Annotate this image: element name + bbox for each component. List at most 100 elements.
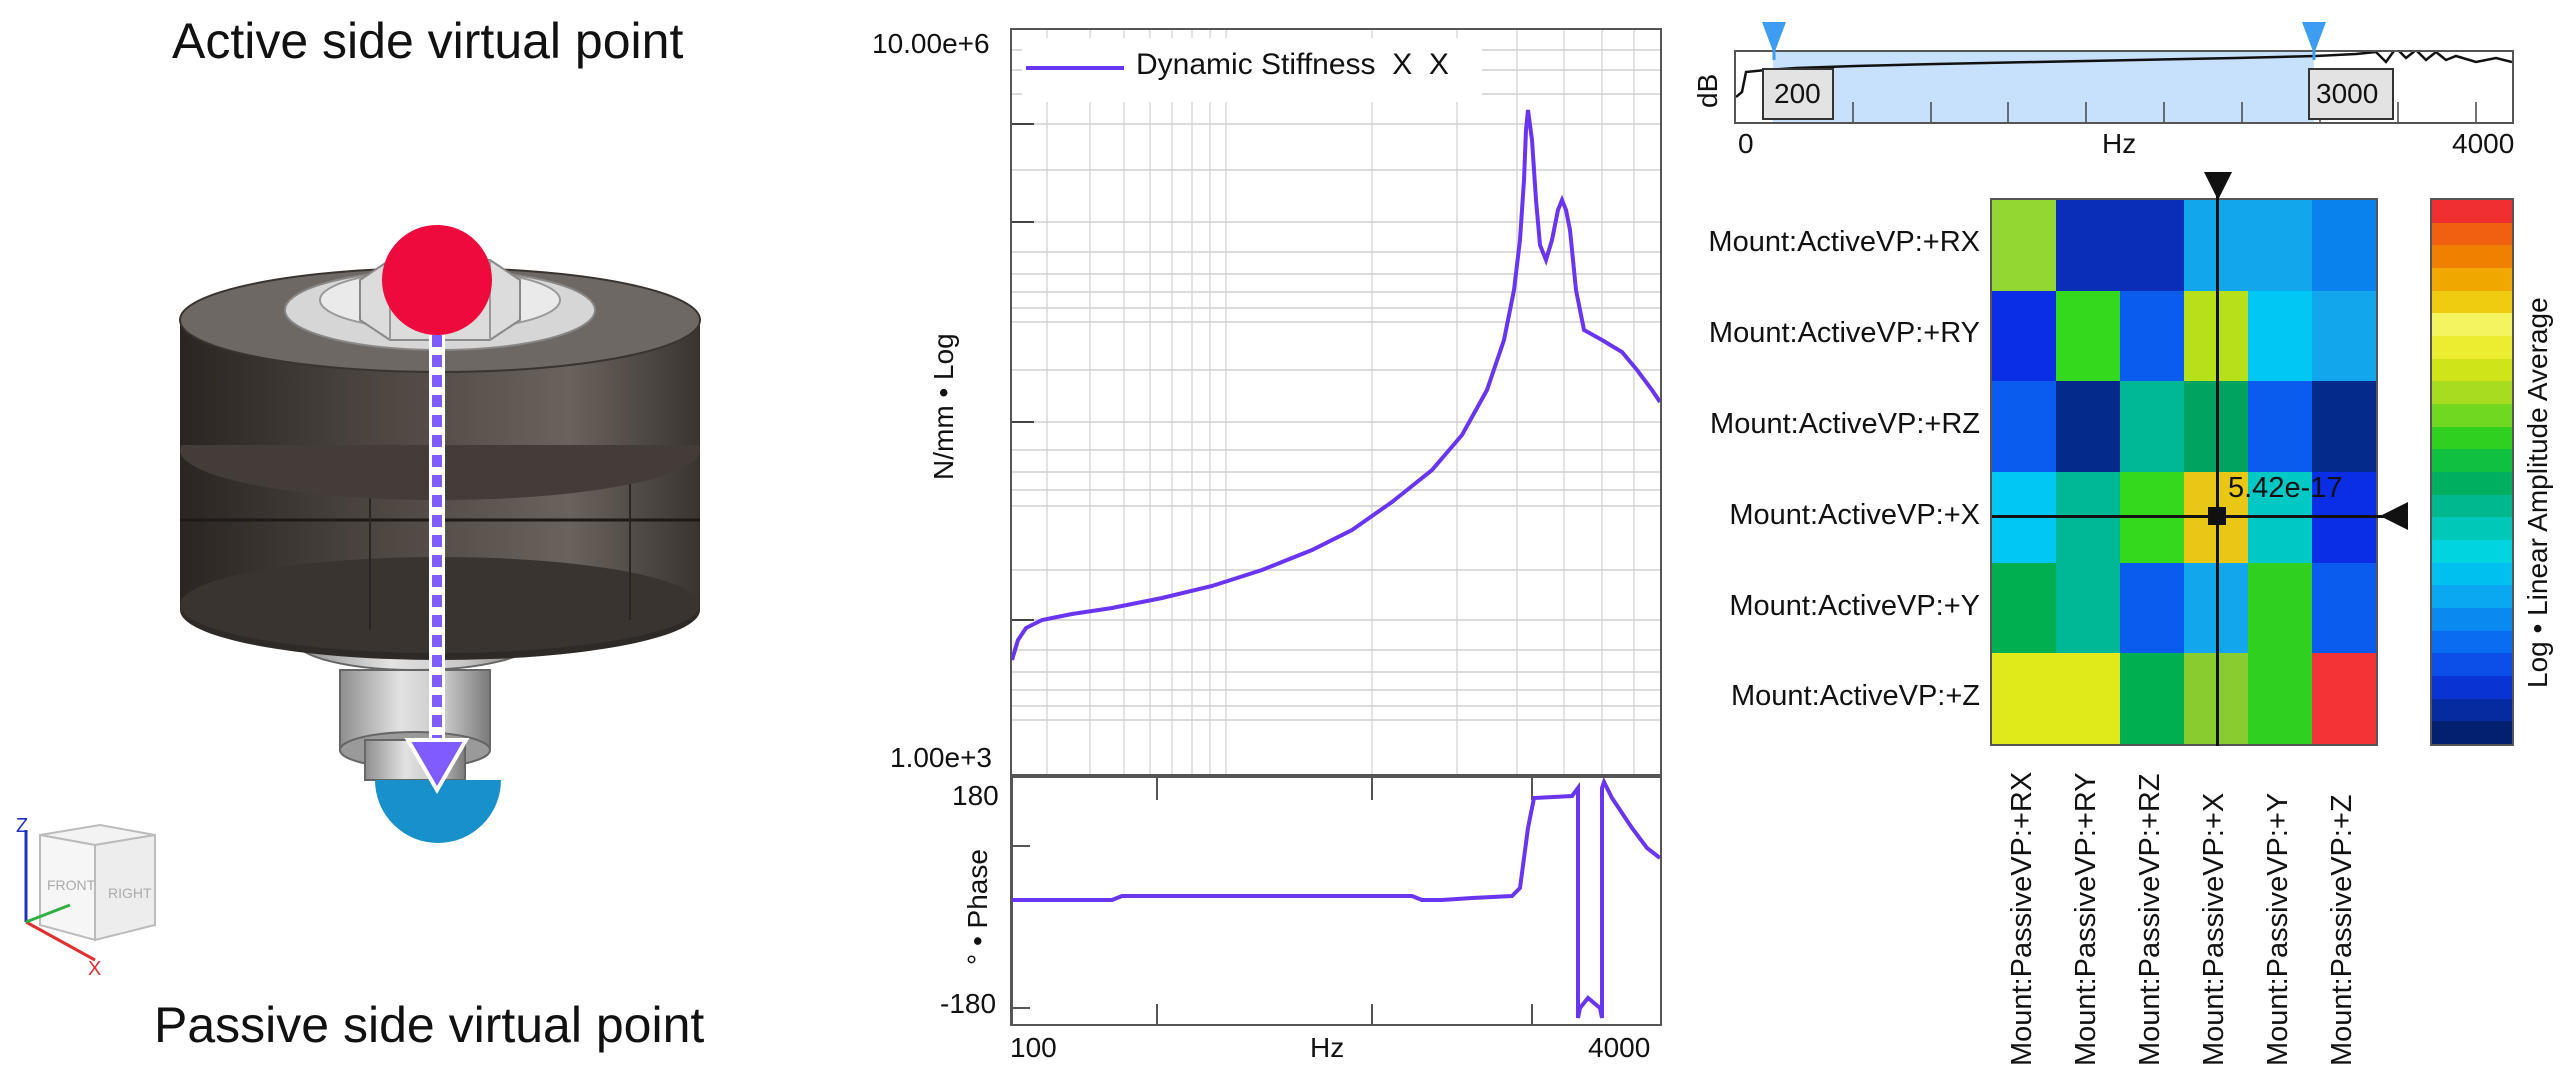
range-end-handle-icon[interactable] — [2300, 20, 2328, 60]
cube-right-label: RIGHT — [108, 885, 152, 901]
row-label-rx: Mount:ActiveVP:+RX — [1708, 226, 1980, 258]
heatmap-cell[interactable] — [2056, 290, 2120, 382]
heatmap-cell[interactable] — [2312, 290, 2376, 382]
heatmap-cell[interactable] — [2248, 290, 2312, 382]
cursor-horizontal-line[interactable] — [1992, 515, 2384, 518]
phase-x-axis-label: Hz — [1310, 1032, 1345, 1063]
heatmap-cell[interactable] — [2248, 200, 2312, 291]
colorbar-step — [2432, 539, 2512, 563]
phase-tick-top: 180 — [952, 780, 999, 811]
heatmap-cell[interactable] — [1992, 381, 2056, 473]
heatmap-cell[interactable] — [2312, 200, 2376, 291]
range-x-unit: Hz — [2102, 128, 2137, 159]
legend-line — [1026, 66, 1124, 70]
heatmap-cell[interactable] — [2120, 200, 2184, 291]
cursor-intersection[interactable] — [2208, 507, 2226, 525]
col-label-ry: Mount:PassiveVP:+RY — [2070, 772, 2102, 1066]
heatmap-cell[interactable] — [2312, 562, 2376, 654]
heatmap-cell[interactable] — [2248, 381, 2312, 473]
y-bottom-label: 1.00e+3 — [890, 742, 992, 773]
colorbar-step — [2432, 471, 2512, 495]
heatmap[interactable] — [1990, 198, 2378, 746]
colorbar-step — [2432, 698, 2512, 722]
range-start-handle-icon[interactable] — [1760, 20, 1788, 60]
range-spectrum — [1736, 52, 2512, 122]
dynamic-stiffness-curve — [1012, 109, 1660, 661]
colorbar-step — [2432, 653, 2512, 676]
colorbar-step — [2432, 313, 2512, 336]
mount-3d-view[interactable] — [150, 200, 730, 860]
phase-x-tick-left: 100 — [1010, 1032, 1057, 1063]
legend-label: Dynamic Stiffness X X — [1136, 48, 1449, 81]
colorbar-step — [2432, 721, 2512, 744]
phase-x-tick-right: 4000 — [1588, 1032, 1651, 1063]
phase-tick-bottom: -180 — [940, 988, 997, 1019]
row-label-rz: Mount:ActiveVP:+RZ — [1710, 408, 1980, 440]
colorbar-step — [2432, 426, 2512, 450]
col-label-rz: Mount:PassiveVP:+RZ — [2134, 773, 2166, 1066]
phase-plot-area — [1012, 778, 1660, 1024]
range-y-label: dB — [1692, 73, 1723, 108]
range-x-left: 0 — [1738, 128, 1754, 159]
phase-y-axis-label: ° • Phase — [962, 849, 993, 965]
heatmap-cell[interactable] — [1992, 653, 2056, 745]
colorbar-step — [2432, 630, 2512, 654]
colorbar — [2430, 198, 2514, 746]
colorbar-step — [2432, 222, 2512, 246]
y-top-label: 10.00e+6 — [872, 28, 990, 59]
col-label-x: Mount:PassiveVP:+X — [2198, 792, 2230, 1066]
cursor-right-marker-icon[interactable] — [2378, 500, 2410, 532]
passive-point-marker — [375, 780, 501, 843]
heatmap-cell[interactable] — [2312, 653, 2376, 745]
magnitude-plot-grid — [1012, 30, 1660, 774]
heatmap-cell[interactable] — [1992, 290, 2056, 382]
row-label-y: Mount:ActiveVP:+Y — [1729, 590, 1980, 622]
cursor-top-marker-icon[interactable] — [2202, 170, 2234, 202]
heatmap-cell[interactable] — [2120, 562, 2184, 654]
colorbar-step — [2432, 449, 2512, 472]
colorbar-step — [2432, 517, 2512, 540]
heatmap-cell[interactable] — [2312, 381, 2376, 473]
heatmap-cell[interactable] — [2056, 562, 2120, 654]
colorbar-step — [2432, 585, 2512, 608]
heatmap-cell[interactable] — [1992, 200, 2056, 291]
range-end-box[interactable] — [2308, 68, 2394, 120]
magnitude-legend[interactable]: Dynamic Stiffness X X — [1022, 38, 1482, 102]
phase-plot[interactable] — [1010, 776, 1662, 1026]
heatmap-cell[interactable] — [1992, 562, 2056, 654]
heatmap-cell[interactable] — [2056, 200, 2120, 291]
colorbar-steps — [2432, 199, 2512, 744]
heatmap-cell[interactable] — [2120, 653, 2184, 745]
row-label-z: Mount:ActiveVP:+Z — [1730, 680, 1980, 712]
heatmap-cell[interactable] — [2248, 653, 2312, 745]
passive-side-title: Passive side virtual point — [154, 997, 705, 1053]
heatmap-cell[interactable] — [2248, 562, 2312, 654]
colorbar-step — [2432, 245, 2512, 268]
colorbar-step — [2432, 494, 2512, 518]
colorbar-step — [2432, 607, 2512, 631]
col-label-z: Mount:PassiveVP:+Z — [2326, 794, 2358, 1066]
axis-x-label: X — [88, 958, 101, 980]
magnitude-plot[interactable] — [1010, 28, 1662, 776]
orientation-cube-icon[interactable]: FRONT RIGHT Z X — [10, 810, 170, 980]
row-label-ry: Mount:ActiveVP:+RY — [1708, 317, 1980, 349]
selected-range[interactable] — [1773, 52, 2314, 122]
axis-z-label: Z — [16, 815, 28, 837]
cube-front-label: FRONT — [47, 877, 96, 893]
colorbar-step — [2432, 267, 2512, 291]
heatmap-cell[interactable] — [2056, 381, 2120, 473]
colorbar-step — [2432, 675, 2512, 699]
range-start-box[interactable] — [1762, 68, 1834, 120]
phase-curve — [1012, 778, 1660, 1019]
heatmap-cell[interactable] — [2120, 381, 2184, 473]
range-end-value: 3000 — [2316, 78, 2379, 109]
colorbar-step — [2432, 381, 2512, 404]
heatmap-cell[interactable] — [2120, 290, 2184, 382]
colorbar-step — [2432, 290, 2512, 314]
cursor-readout: 5.42e-17 — [2228, 472, 2343, 504]
heatmap-cell[interactable] — [2056, 653, 2120, 745]
row-label-x: Mount:ActiveVP:+X — [1729, 499, 1980, 531]
cursor-vertical-line[interactable] — [2216, 182, 2219, 746]
colorbar-step — [2432, 403, 2512, 427]
col-label-rx: Mount:PassiveVP:+RX — [2006, 771, 2038, 1066]
